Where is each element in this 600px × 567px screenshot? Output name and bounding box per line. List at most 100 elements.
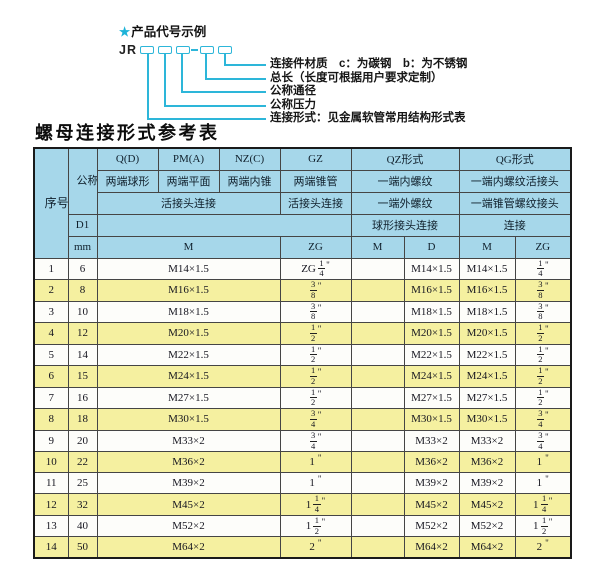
cell-qz-d: M22×1.5 xyxy=(403,343,460,367)
code-dash xyxy=(191,49,198,51)
header-row-1: 序号 公称通径 Q(D) PM(A) NZ(C) GZ QZ形式 QG形式 xyxy=(33,147,572,259)
header-qz-m: M xyxy=(350,235,405,259)
qg-inch-mark: " xyxy=(545,388,549,399)
cell-qz-m xyxy=(350,365,405,388)
cell-seq: 12 xyxy=(33,493,69,516)
cell-seq: 11 xyxy=(33,472,69,495)
cell-qz-d: M33×2 xyxy=(403,429,460,453)
code-box-3 xyxy=(176,46,190,54)
cell-seq: 6 xyxy=(33,365,69,388)
cell-qg-m: M18×1.5 xyxy=(458,300,516,324)
cell-qg-m: M24×1.5 xyxy=(458,365,516,388)
gz-inch-mark: " xyxy=(317,367,322,378)
cell-m-thread: M39×2 xyxy=(96,472,281,495)
qg-inch-mark: " xyxy=(545,259,549,270)
code-label-diameter: 公称通径 xyxy=(270,85,316,97)
cell-dn: 18 xyxy=(67,408,98,431)
cell-seq: 14 xyxy=(33,536,69,559)
gz-inch-mark: " xyxy=(317,302,322,313)
header-row-4: D1 球形接头连接 连接 xyxy=(34,213,572,237)
cell-qg-zg: 1 " xyxy=(514,451,572,474)
cell-dn: 15 xyxy=(67,365,98,388)
header-q: Q(D) xyxy=(96,147,159,171)
cell-qz-d: M36×2 xyxy=(403,451,460,474)
cell-m-thread: M22×1.5 xyxy=(96,343,281,367)
gz-inch-mark: " xyxy=(326,259,330,270)
table-row: 10 22 M36×2 1 " M36×2 M36×2 1 " xyxy=(33,451,572,474)
cell-qz-m xyxy=(350,343,405,367)
cell-dn: 50 xyxy=(67,536,98,559)
gz-inch-mark: " xyxy=(321,517,326,528)
header-qg-sub1: 一端内螺纹活接头 xyxy=(458,169,572,193)
cell-qg-m: M33×2 xyxy=(458,429,516,453)
leader-line-2-v xyxy=(205,53,207,79)
gz-prefix: 2 xyxy=(309,541,315,554)
cell-gz-thread: 2 " xyxy=(279,536,352,559)
cell-qz-d: M39×2 xyxy=(403,472,460,495)
qg-inch-mark: " xyxy=(548,517,553,528)
cell-qz-m xyxy=(350,300,405,324)
cell-qz-d: M24×1.5 xyxy=(403,365,460,388)
cell-dn: 32 xyxy=(67,493,98,516)
cell-seq: 9 xyxy=(33,429,69,453)
cell-qz-m xyxy=(350,386,405,410)
diagram-heading-text: 产品代号示例 xyxy=(131,25,207,39)
header-empty xyxy=(96,213,352,237)
header-qz-sub2: 一端外螺纹 xyxy=(350,191,460,215)
cell-qz-d: M45×2 xyxy=(403,493,460,516)
cell-qz-d: M27×1.5 xyxy=(403,386,460,410)
table-row: 11 25 M39×2 1 " M39×2 M39×2 1 " xyxy=(33,472,572,495)
header-pm-sub: 两端平面 xyxy=(157,169,220,193)
cell-m-thread: M64×2 xyxy=(96,536,281,559)
qg-inch-mark: " xyxy=(548,495,553,506)
qg-inch-mark: " xyxy=(545,474,549,485)
cell-dn: 20 xyxy=(67,429,98,453)
cell-qz-m xyxy=(350,451,405,474)
leader-line-4-v xyxy=(164,53,166,106)
cell-m-thread: M33×2 xyxy=(96,429,281,453)
cell-dn: 16 xyxy=(67,386,98,410)
header-qg-sub2: 一端锥管螺纹接头 xyxy=(458,191,572,215)
qg-prefix: 2 xyxy=(536,541,543,554)
cell-seq: 1 xyxy=(33,257,69,281)
header-row-5: mm M ZG M D M ZG xyxy=(34,235,572,259)
leader-line-4-h xyxy=(164,105,266,107)
code-label-pressure: 公称压力 xyxy=(270,99,316,111)
header-nz: NZ(C) xyxy=(218,147,281,171)
cell-m-thread: M16×1.5 xyxy=(96,279,281,302)
leader-line-3-v xyxy=(181,53,183,92)
gz-inch-mark: " xyxy=(317,432,322,443)
header-pm: PM(A) xyxy=(157,147,220,171)
leader-line-5-v xyxy=(147,53,149,119)
qg-inch-mark: " xyxy=(545,453,549,464)
code-label-material: 连接件材质 c：为碳钢 b：为不锈钢 xyxy=(270,58,468,70)
header-row-2: 两端球形 两端平面 两端内锥 两端锥管 一端内螺纹 一端内螺纹活接头 xyxy=(34,169,572,193)
cell-qg-m: M45×2 xyxy=(458,493,516,516)
cell-m-thread: M18×1.5 xyxy=(96,300,281,324)
cell-qz-d: M64×2 xyxy=(403,536,460,559)
cell-gz-thread: 1 " xyxy=(279,472,352,495)
header-union-conn: 活接头连接 xyxy=(96,191,281,215)
cell-qz-m xyxy=(350,536,405,559)
cell-qg-m: M30×1.5 xyxy=(458,408,516,431)
cell-dn: 25 xyxy=(67,472,98,495)
